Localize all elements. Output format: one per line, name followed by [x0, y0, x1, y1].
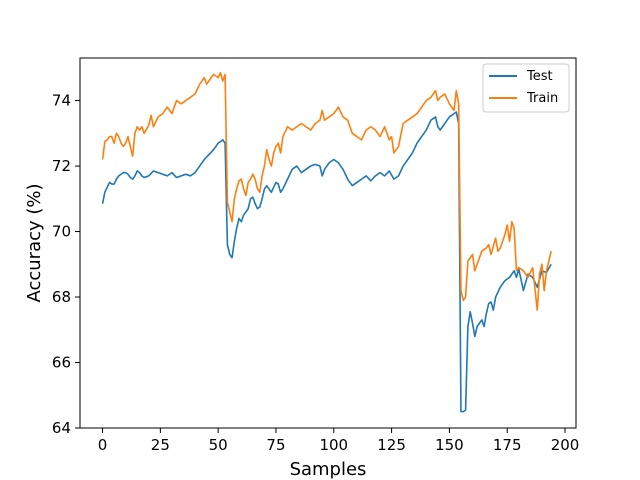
x-tick-label: 100: [319, 436, 348, 454]
x-tick-label: 0: [98, 436, 108, 454]
y-tick-label: 68: [52, 288, 71, 306]
series-line-test: [101, 111, 552, 413]
x-tick-label: 150: [435, 436, 464, 454]
x-tick-label: 200: [551, 436, 580, 454]
y-tick-label: 74: [52, 92, 71, 110]
y-tick-label: 66: [52, 354, 71, 372]
x-tick-label: 75: [266, 436, 285, 454]
plot-frame: [79, 57, 577, 429]
series-line-train: [101, 71, 552, 311]
y-tick-label: 70: [52, 223, 71, 241]
legend-label-train: Train: [526, 91, 558, 106]
x-axis-ticks: 0 25 50 75 100 125 150 175 200: [98, 428, 580, 454]
x-tick-label: 50: [209, 436, 228, 454]
x-tick-label: 125: [377, 436, 406, 454]
y-axis-label: Accuracy (%): [24, 183, 45, 302]
y-axis-ticks: 64 66 68 70 72 74: [52, 92, 80, 437]
legend-label-test: Test: [526, 69, 553, 84]
y-tick-label: 72: [52, 157, 71, 175]
legend: Test Train: [482, 63, 570, 113]
series-lines: [101, 71, 552, 413]
x-tick-label: 175: [493, 436, 522, 454]
y-tick-label: 64: [52, 419, 71, 437]
plot-area: [80, 58, 576, 428]
x-axis-label: Samples: [290, 459, 367, 480]
x-tick-label: 25: [151, 436, 170, 454]
